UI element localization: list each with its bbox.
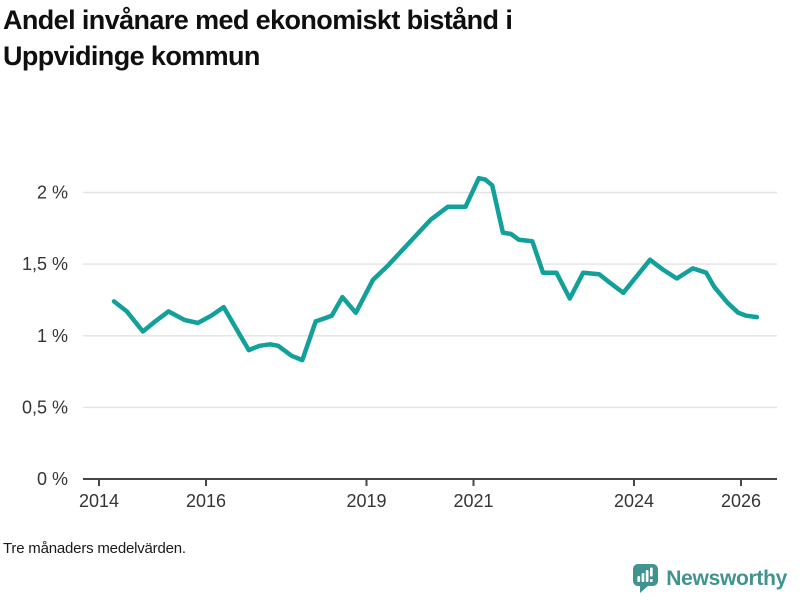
chart-footnote: Tre månaders medelvärden. (3, 540, 186, 557)
data-line (111, 175, 760, 363)
y-axis-label: 1,5 % (22, 254, 68, 274)
chart-title-line1: Andel invånare med ekonomiskt bistånd i (3, 5, 513, 35)
x-axis-label: 2014 (79, 491, 119, 511)
y-axis-label: 0,5 % (22, 397, 68, 417)
chart-title: Andel invånare med ekonomiskt bistånd i U… (3, 2, 513, 75)
x-axis-label: 2019 (346, 491, 386, 511)
newsworthy-logo: Newsworthy (632, 563, 787, 594)
x-axis-label: 2016 (186, 491, 226, 511)
y-axis-label: 1 % (37, 326, 68, 346)
y-axis-label: 0 % (37, 469, 68, 489)
x-axis-label: 2026 (721, 491, 761, 511)
x-axis-label: 2021 (453, 491, 493, 511)
chart-title-line2: Uppvidinge kommun (3, 41, 260, 72)
y-axis-label: 2 % (37, 183, 68, 203)
newsworthy-wordmark: Newsworthy (666, 566, 787, 590)
x-axis-label: 2024 (614, 491, 654, 511)
newsworthy-bubble-chart-icon (633, 564, 659, 593)
